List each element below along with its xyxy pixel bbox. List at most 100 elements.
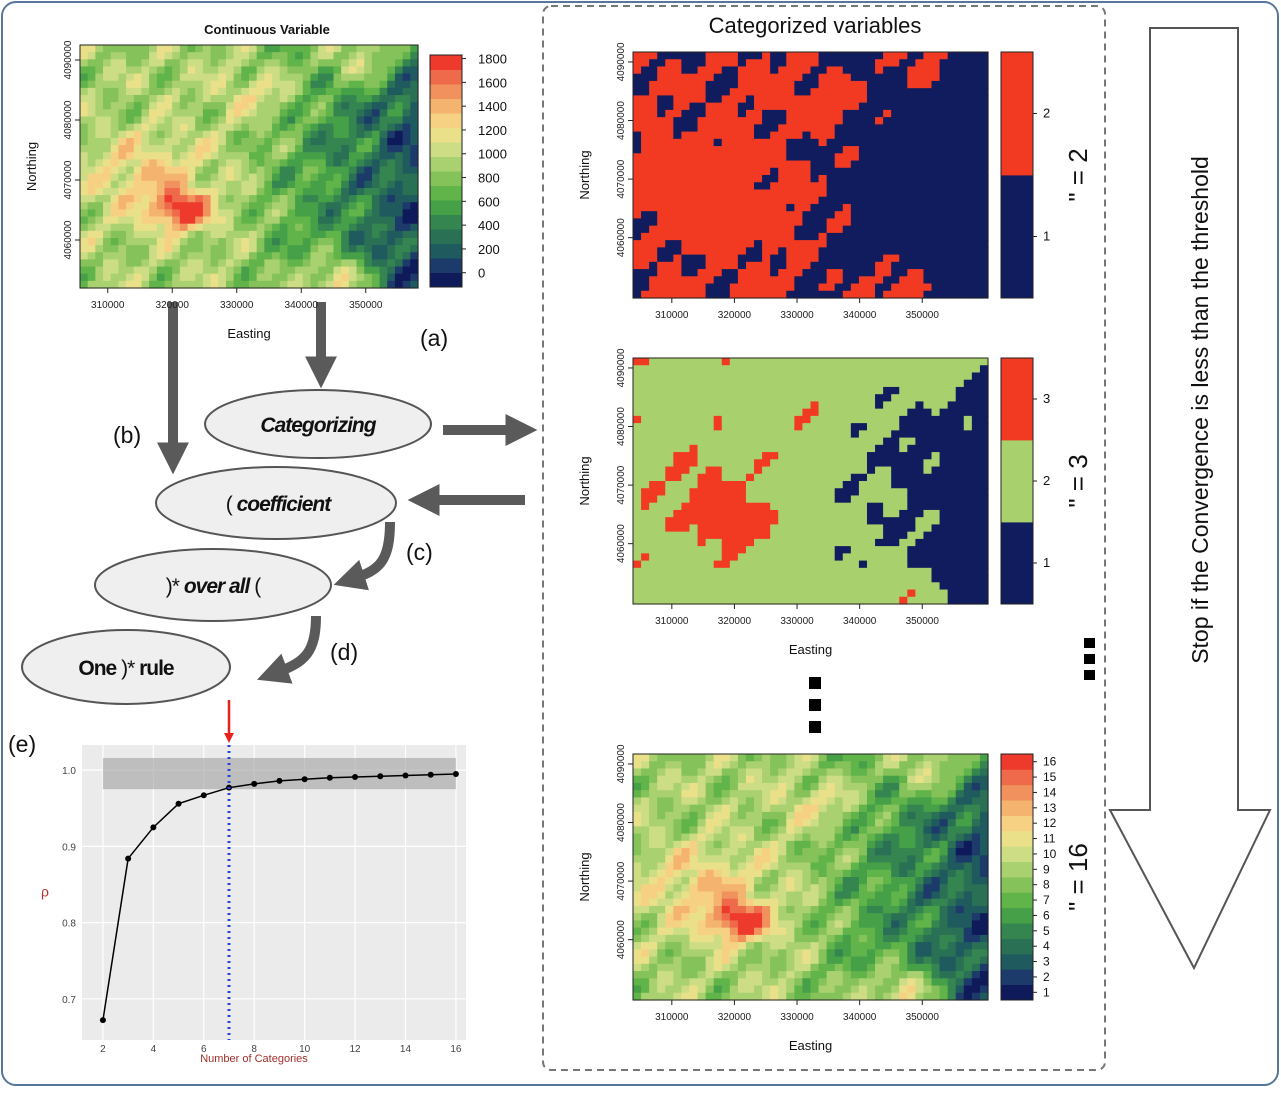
map-cell <box>714 532 723 540</box>
map-cell <box>689 182 698 190</box>
map-cell <box>730 233 739 241</box>
map-cell <box>819 168 828 176</box>
map-cell <box>172 259 180 267</box>
map-cell <box>827 597 836 605</box>
map-cell <box>786 481 795 489</box>
x-tick-label: 350000 <box>906 616 940 627</box>
map-cell <box>211 116 219 124</box>
map-cell <box>980 197 989 205</box>
map-cell <box>88 245 96 253</box>
map-cell <box>923 438 932 446</box>
map-cell <box>786 175 795 183</box>
map-cell <box>819 459 828 467</box>
map-cell <box>932 401 941 409</box>
map-cell <box>883 139 892 147</box>
map-cell <box>770 597 779 605</box>
map-cell <box>665 467 674 475</box>
map-cell <box>980 409 989 417</box>
map-cell <box>364 209 372 217</box>
map-cell <box>149 124 157 132</box>
map-cell <box>633 276 642 284</box>
map-cell <box>303 217 311 225</box>
map-cell <box>111 259 119 267</box>
map-cell <box>972 117 981 125</box>
map-cell <box>972 452 981 460</box>
map-cell <box>859 117 868 125</box>
map-cell <box>264 95 272 103</box>
map-cell <box>287 88 295 96</box>
map-cell <box>95 174 103 182</box>
map-cell <box>794 262 803 270</box>
map-cell <box>149 167 157 175</box>
map-cell <box>867 95 876 103</box>
class-swatch <box>1001 358 1033 440</box>
map-cell <box>673 783 682 791</box>
map-cell <box>272 102 280 110</box>
map-cell <box>211 174 219 182</box>
map-cell <box>633 218 642 226</box>
map-cell <box>341 167 349 175</box>
map-cell <box>657 805 666 813</box>
map-cell <box>188 45 196 53</box>
map-cell <box>357 252 365 260</box>
map-cell <box>410 195 418 203</box>
map-cell <box>334 124 342 132</box>
map-cell <box>786 124 795 132</box>
step-word: rule <box>139 657 174 680</box>
map-cell <box>633 409 642 417</box>
map-cell <box>811 401 820 409</box>
map-cell <box>203 195 211 203</box>
map-cell <box>689 291 698 299</box>
map-cell <box>891 124 900 132</box>
map-cell <box>681 401 690 409</box>
map-cell <box>802 597 811 605</box>
map-cell <box>786 401 795 409</box>
map-cell <box>706 226 715 234</box>
map-cell <box>778 561 787 569</box>
map-cell <box>395 131 403 139</box>
map-cell <box>722 66 731 74</box>
panel-label: (a) <box>420 325 448 351</box>
map-cell <box>103 95 111 103</box>
map-cell <box>698 935 707 943</box>
map-cell <box>786 182 795 190</box>
map-cell <box>843 467 852 475</box>
map-cell <box>126 152 134 160</box>
map-cell <box>746 110 755 118</box>
map-cell <box>891 247 900 255</box>
map-cell <box>770 467 779 475</box>
map-cell <box>341 52 349 60</box>
map-cell <box>972 262 981 270</box>
map-cell <box>287 95 295 103</box>
map-cell <box>134 245 142 253</box>
map-cell <box>387 81 395 89</box>
map-cell <box>907 197 916 205</box>
map-cell <box>964 88 973 96</box>
map-cell <box>706 175 715 183</box>
map-cell <box>811 132 820 140</box>
map-cell <box>698 870 707 878</box>
map-cell <box>972 539 981 547</box>
map-cell <box>730 262 739 270</box>
map-cell <box>956 262 965 270</box>
map-cell <box>149 231 157 239</box>
map-cell <box>665 841 674 849</box>
map-cell <box>349 59 357 67</box>
map-cell <box>923 197 932 205</box>
map-cell <box>287 209 295 217</box>
map-cell <box>249 217 257 225</box>
map-cell <box>964 182 973 190</box>
map-cell <box>932 182 941 190</box>
map-cell <box>633 495 642 503</box>
map-cell <box>907 474 916 482</box>
map-cell <box>794 568 803 576</box>
map-cell <box>923 568 932 576</box>
map-cell <box>410 224 418 232</box>
map-cell <box>746 510 755 518</box>
map-cell <box>103 52 111 60</box>
map-cell <box>126 245 134 253</box>
map-cell <box>673 935 682 943</box>
map-cell <box>915 88 924 96</box>
map-cell <box>843 365 852 373</box>
map-cell <box>915 532 924 540</box>
